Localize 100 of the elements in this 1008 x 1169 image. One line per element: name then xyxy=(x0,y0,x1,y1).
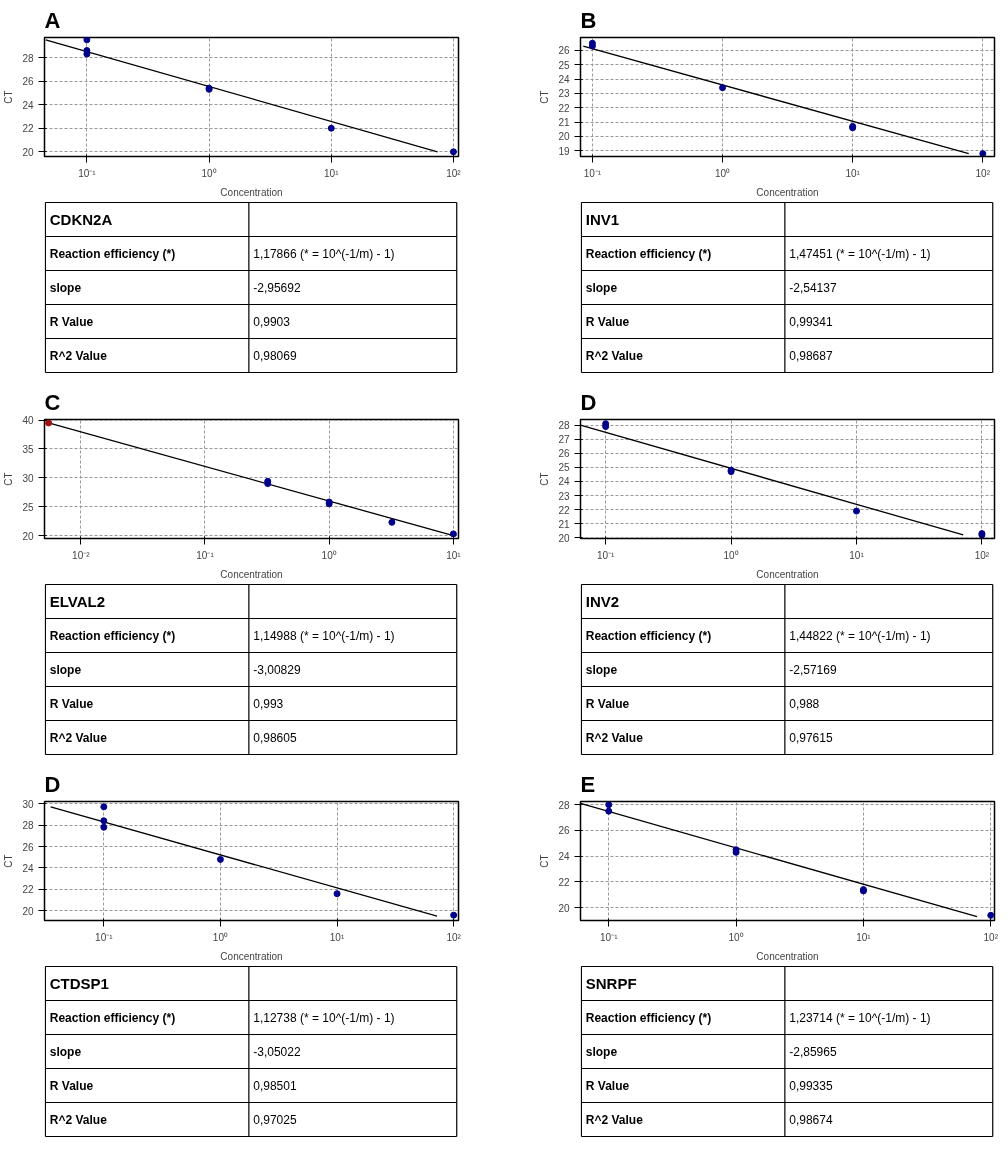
x-tick-label: 10⁰ xyxy=(728,931,744,943)
chart-title: D xyxy=(580,389,597,415)
y-tick-label: 28 xyxy=(22,52,34,64)
text: 1,12738 (* = 10^(-1/m) - 1) xyxy=(253,1010,395,1025)
x-tick-label: 10¹ xyxy=(856,931,872,943)
text: R^2 Value xyxy=(585,730,644,745)
x-axis-title: Concentration xyxy=(220,186,283,198)
text: 0,98069 xyxy=(253,349,297,363)
x-tick-label: 10² xyxy=(975,167,991,179)
y-tick-label: 26 xyxy=(22,76,34,88)
text: slope xyxy=(49,280,82,295)
text: slope xyxy=(585,1044,618,1059)
x-axis-title: Concentration xyxy=(756,568,819,580)
y-tick-label: 24 xyxy=(558,476,570,488)
chart-title: B xyxy=(580,7,597,33)
text: R^2 Value xyxy=(585,1112,644,1127)
text: Reaction efficiency (*) xyxy=(49,1010,176,1025)
text: R Value xyxy=(49,696,94,711)
text: Reaction efficiency (*) xyxy=(585,246,712,261)
y-tick-label: 20 xyxy=(22,146,34,158)
x-tick-label: 10¹ xyxy=(446,549,462,561)
text: 0,98687 xyxy=(789,349,833,363)
x-tick-label: 10⁻¹ xyxy=(596,549,616,561)
x-tick-label: 10² xyxy=(974,549,990,561)
text: R^2 Value xyxy=(49,1112,108,1127)
x-tick-label: 10⁻¹ xyxy=(583,167,602,179)
y-tick-label: 21 xyxy=(558,518,570,530)
text: 1,47451 (* = 10^(-1/m) - 1) xyxy=(789,246,931,261)
text: -2,57169 xyxy=(789,663,837,677)
text: slope xyxy=(585,280,618,295)
y-tick-label: 24 xyxy=(558,74,570,86)
text: slope xyxy=(49,1044,82,1059)
x-tick-label: 10⁰ xyxy=(723,549,739,561)
y-tick-label: 26 xyxy=(558,825,570,837)
x-tick-label: 10⁰ xyxy=(714,167,731,179)
y-tick-label: 28 xyxy=(558,420,570,432)
y-tick-label: 21 xyxy=(558,117,570,129)
text: 1,14988 (* = 10^(-1/m) - 1) xyxy=(253,628,395,643)
text: slope xyxy=(585,662,618,677)
text: 0,98605 xyxy=(253,731,297,745)
y-tick-label: 30 xyxy=(22,798,34,810)
y-tick-label: 20 xyxy=(558,532,570,544)
y-axis-title: CT xyxy=(3,854,15,868)
chart-title: E xyxy=(580,771,596,797)
text: 0,97615 xyxy=(789,731,833,745)
x-tick-label: 10⁻¹ xyxy=(95,931,114,943)
y-tick-label: 28 xyxy=(22,820,34,832)
text: -2,54137 xyxy=(789,281,837,295)
y-axis-title: CT xyxy=(3,90,15,104)
text: INV1 xyxy=(585,211,620,228)
text: 0,993 xyxy=(253,697,284,711)
y-tick-label: 30 xyxy=(22,472,34,484)
text: R^2 Value xyxy=(49,730,108,745)
x-tick-label: 10⁻¹ xyxy=(78,167,97,179)
y-axis-title: CT xyxy=(539,90,551,104)
y-tick-label: 20 xyxy=(558,902,570,914)
x-tick-label: 10¹ xyxy=(329,931,345,943)
y-tick-label: 25 xyxy=(558,59,570,71)
text: SNRPF xyxy=(585,975,637,992)
text: Reaction efficiency (*) xyxy=(585,628,712,643)
y-tick-label: 28 xyxy=(558,799,570,811)
x-tick-label: 10¹ xyxy=(845,167,861,179)
y-tick-label: 20 xyxy=(22,905,34,917)
text: 0,98501 xyxy=(253,1079,297,1093)
y-tick-label: 27 xyxy=(558,434,570,446)
chart-title: D xyxy=(44,771,61,797)
text: 1,23714 (* = 10^(-1/m) - 1) xyxy=(789,1010,931,1025)
text: -2,95692 xyxy=(253,281,301,295)
x-tick-label: 10⁻² xyxy=(72,549,91,561)
text: 0,98674 xyxy=(789,1113,833,1127)
y-axis-title: CT xyxy=(539,854,551,868)
y-tick-label: 22 xyxy=(558,876,570,888)
x-axis-title: Concentration xyxy=(220,568,283,580)
y-tick-label: 24 xyxy=(22,862,34,874)
y-tick-label: 35 xyxy=(22,443,34,455)
y-tick-label: 22 xyxy=(22,884,34,896)
text: Reaction efficiency (*) xyxy=(585,1010,712,1025)
y-axis-title: CT xyxy=(3,472,15,486)
chart-title: A xyxy=(44,7,61,33)
y-tick-label: 20 xyxy=(558,131,570,143)
text: INV2 xyxy=(585,593,620,610)
text: R Value xyxy=(585,314,630,329)
text: -3,00829 xyxy=(253,663,301,677)
text: R Value xyxy=(49,314,94,329)
x-axis-title: Concentration xyxy=(220,950,283,962)
y-tick-label: 22 xyxy=(558,102,570,114)
text: 0,99341 xyxy=(789,315,833,329)
x-tick-label: 10⁻¹ xyxy=(196,549,215,561)
y-tick-label: 25 xyxy=(22,501,34,513)
y-tick-label: 20 xyxy=(22,530,34,542)
x-tick-label: 10⁰ xyxy=(201,167,217,179)
y-tick-label: 24 xyxy=(22,99,34,111)
text: 0,97025 xyxy=(253,1113,297,1127)
x-tick-label: 10¹ xyxy=(324,167,340,179)
text: 0,988 xyxy=(789,697,820,711)
text: CDKN2A xyxy=(49,211,113,228)
x-tick-label: 10⁻¹ xyxy=(600,931,619,943)
x-tick-label: 10¹ xyxy=(849,549,865,561)
x-tick-label: 10⁰ xyxy=(321,549,337,561)
text: Reaction efficiency (*) xyxy=(49,246,176,261)
